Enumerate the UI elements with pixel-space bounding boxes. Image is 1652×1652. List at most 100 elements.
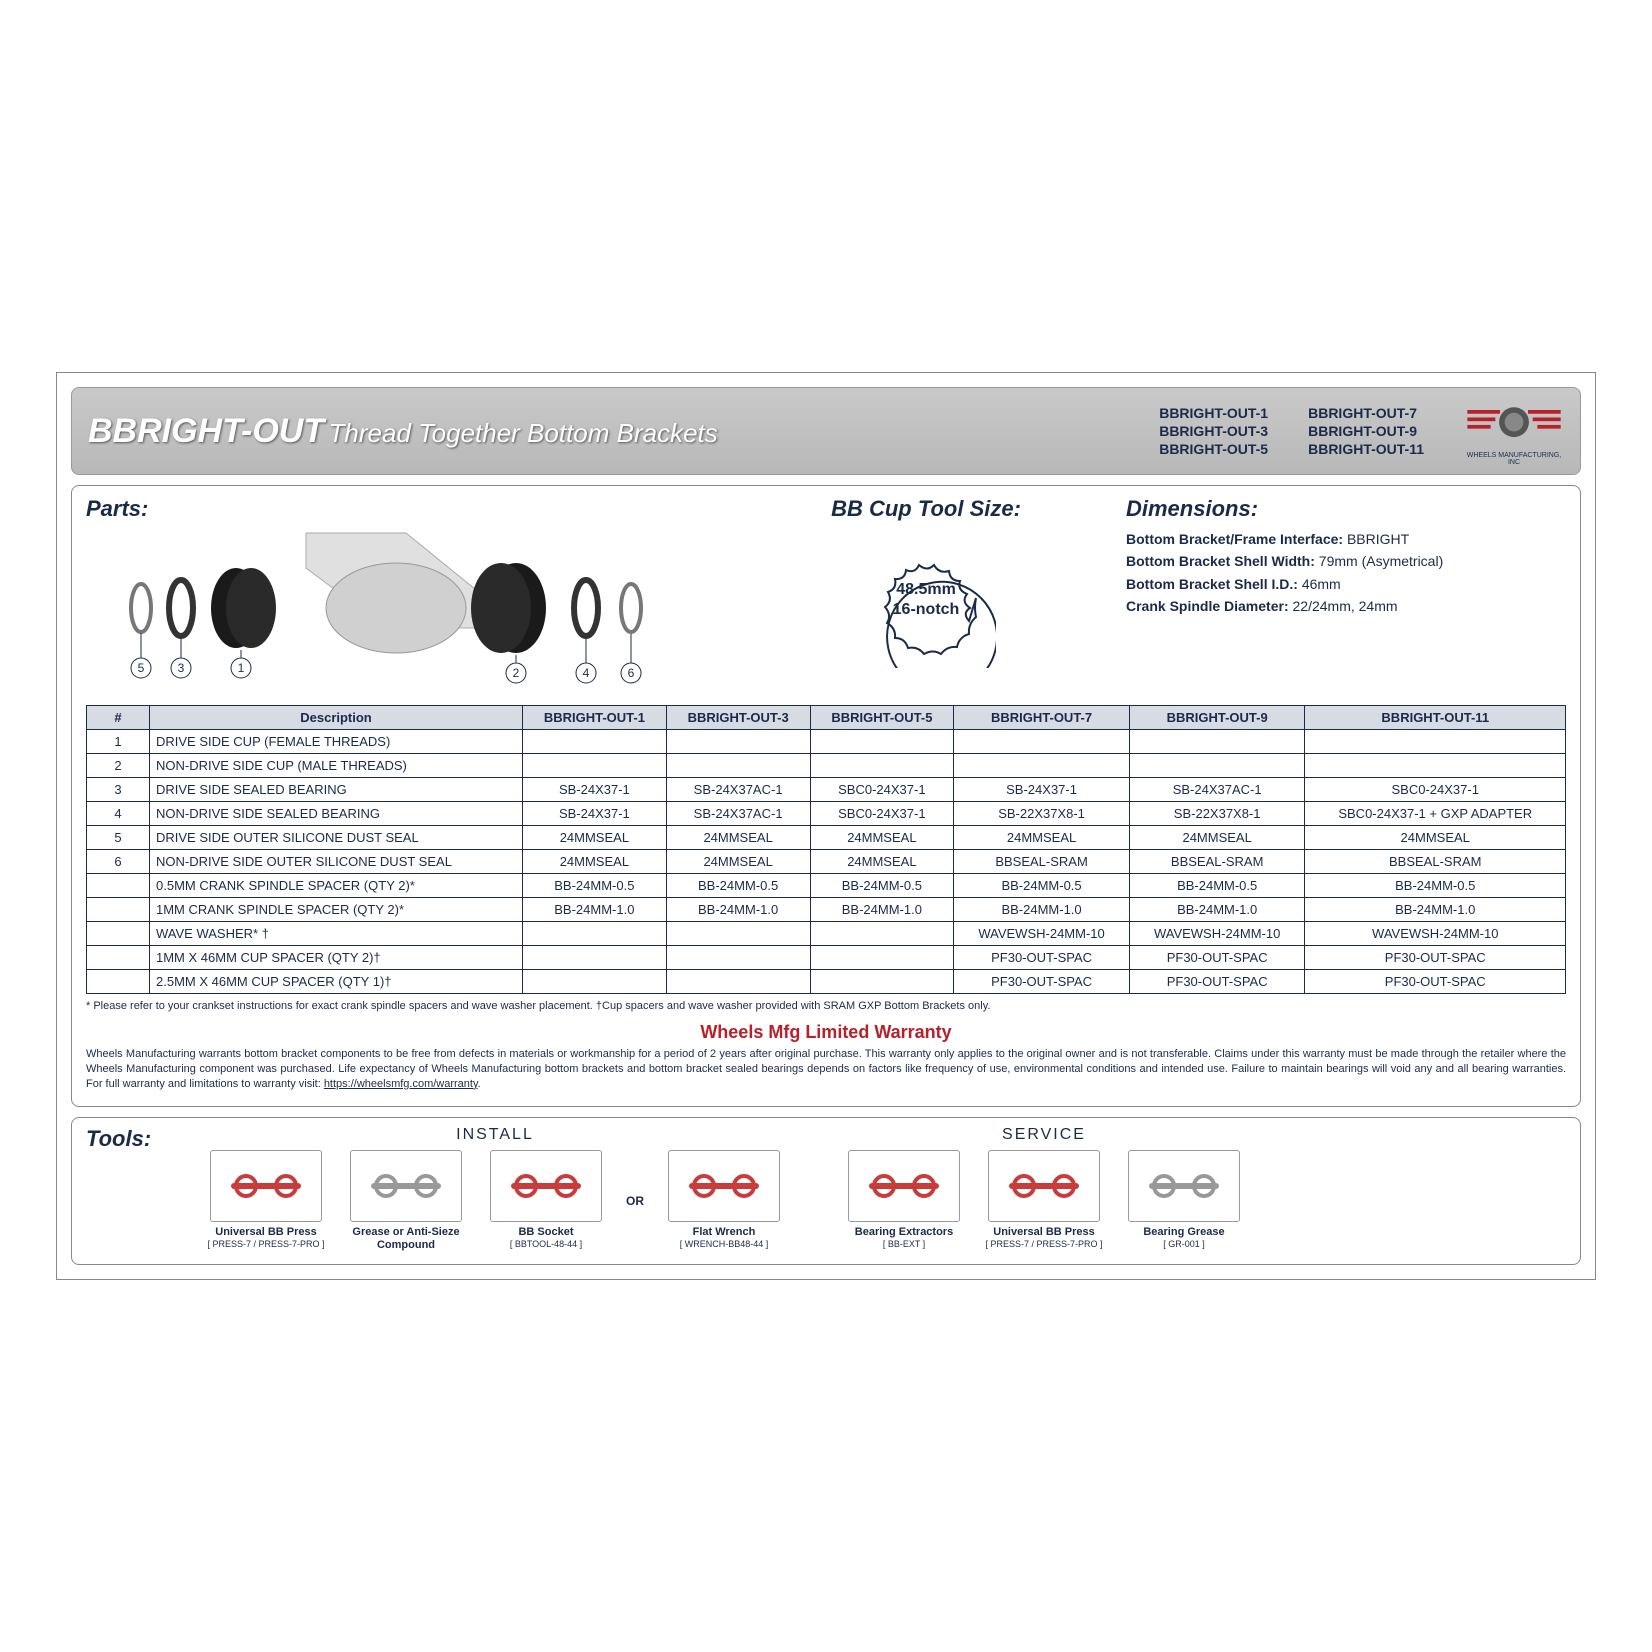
cell-value: SB-22X37X8-1: [954, 802, 1130, 826]
cell-num: 1: [87, 730, 150, 754]
cell-value: [523, 970, 667, 994]
table-row: 6NON-DRIVE SIDE OUTER SILICONE DUST SEAL…: [87, 850, 1566, 874]
tool-thumb: [668, 1150, 780, 1222]
dims-list: Bottom Bracket/Frame Interface: BBRIGHT …: [1126, 528, 1566, 618]
cell-value: [523, 754, 667, 778]
dim-label: Bottom Bracket Shell I.D.:: [1126, 576, 1298, 592]
cell-num: [87, 898, 150, 922]
sku: BBRIGHT-OUT-3: [1159, 423, 1268, 439]
tool-thumb: [490, 1150, 602, 1222]
tool-item: Flat Wrench[ WRENCH-BB48-44 ]: [664, 1150, 784, 1249]
col-sku: BBRIGHT-OUT-7: [954, 706, 1130, 730]
svg-text:6: 6: [628, 666, 635, 680]
cell-value: [1305, 754, 1566, 778]
svg-text:5: 5: [138, 661, 145, 675]
cell-value: SB-22X37X8-1: [1129, 802, 1305, 826]
cell-value: PF30-OUT-SPAC: [1129, 970, 1305, 994]
dim-value: BBRIGHT: [1347, 531, 1409, 547]
cell-value: BB-24MM-1.0: [1305, 898, 1566, 922]
tool-code: [ BB-EXT ]: [844, 1239, 964, 1249]
svg-text:4: 4: [583, 666, 590, 680]
info-row: Parts: 5: [86, 496, 1566, 693]
cell-value: SB-24X37-1: [954, 778, 1130, 802]
parts-column: Parts: 5: [86, 496, 726, 693]
cell-value: SB-24X37-1: [523, 802, 667, 826]
dim-value: 79mm (Asymetrical): [1319, 553, 1443, 569]
dim-label: Crank Spindle Diameter:: [1126, 598, 1289, 614]
cell-value: 24MMSEAL: [1129, 826, 1305, 850]
cell-value: BB-24MM-0.5: [954, 874, 1130, 898]
tool-code: [ BBTOOL-48-44 ]: [486, 1239, 606, 1249]
table-row: 5DRIVE SIDE OUTER SILICONE DUST SEAL24MM…: [87, 826, 1566, 850]
cell-value: [523, 730, 667, 754]
cell-value: BB-24MM-1.0: [1129, 898, 1305, 922]
cell-value: BB-24MM-0.5: [1305, 874, 1566, 898]
cell-value: SB-24X37AC-1: [666, 778, 810, 802]
logo-text: WHEELS MANUFACTURING, INC: [1464, 452, 1564, 466]
sku-list: BBRIGHT-OUT-1 BBRIGHT-OUT-7 BBRIGHT-OUT-…: [1159, 405, 1424, 457]
tool-heading: BB Cup Tool Size:: [831, 496, 1021, 522]
install-group: INSTALL Universal BB Press[ PRESS-7 / PR…: [206, 1126, 784, 1252]
cell-num: [87, 922, 150, 946]
service-group: SERVICE Bearing Extractors[ BB-EXT ]Univ…: [844, 1126, 1244, 1252]
cell-value: BBSEAL-SRAM: [1305, 850, 1566, 874]
cell-num: 6: [87, 850, 150, 874]
tool-name: Grease or Anti-Sieze Compound: [346, 1226, 466, 1252]
tool-item: BB Socket[ BBTOOL-48-44 ]: [486, 1150, 606, 1249]
wings-logo-icon: [1464, 396, 1564, 452]
cell-value: PF30-OUT-SPAC: [1305, 946, 1566, 970]
cell-desc: 2.5MM X 46MM CUP SPACER (QTY 1)†: [150, 970, 523, 994]
cell-value: [954, 730, 1130, 754]
dim-label: Bottom Bracket/Frame Interface:: [1126, 531, 1343, 547]
install-label: INSTALL: [206, 1126, 784, 1144]
cell-value: [1129, 754, 1305, 778]
cell-num: [87, 874, 150, 898]
warranty-suffix: .: [478, 1078, 481, 1090]
tool-item: Bearing Grease[ GR-001 ]: [1124, 1150, 1244, 1249]
cell-value: [1305, 730, 1566, 754]
cell-value: 24MMSEAL: [523, 826, 667, 850]
cell-desc: DRIVE SIDE SEALED BEARING: [150, 778, 523, 802]
cell-value: [666, 754, 810, 778]
tool-code: [ GR-001 ]: [1124, 1239, 1244, 1249]
tool-item: Universal BB Press[ PRESS-7 / PRESS-7-PR…: [206, 1150, 326, 1249]
dims-heading: Dimensions:: [1126, 496, 1566, 522]
cell-value: BB-24MM-0.5: [666, 874, 810, 898]
cell-value: SBC0-24X37-1: [810, 802, 954, 826]
tools-box: Tools: INSTALL Universal BB Press[ PRESS…: [71, 1117, 1581, 1265]
cell-value: 24MMSEAL: [666, 826, 810, 850]
sku: BBRIGHT-OUT-11: [1308, 441, 1424, 457]
content-box: Parts: 5: [71, 485, 1581, 1107]
cell-num: [87, 946, 150, 970]
svg-text:1: 1: [238, 661, 245, 675]
warranty-title: Wheels Mfg Limited Warranty: [86, 1022, 1566, 1043]
table-head: # Description BBRIGHT-OUT-1 BBRIGHT-OUT-…: [87, 706, 1566, 730]
parts-heading: Parts:: [86, 496, 726, 522]
tool-column: BB Cup Tool Size: 48.5mm 16-notch: [746, 496, 1106, 693]
cell-num: [87, 970, 150, 994]
tools-heading: Tools:: [86, 1126, 176, 1152]
cell-value: WAVEWSH-24MM-10: [1129, 922, 1305, 946]
cell-value: [810, 970, 954, 994]
cell-value: WAVEWSH-24MM-10: [954, 922, 1130, 946]
table-row: WAVE WASHER* †WAVEWSH-24MM-10WAVEWSH-24M…: [87, 922, 1566, 946]
tools-groups: INSTALL Universal BB Press[ PRESS-7 / PR…: [206, 1126, 1566, 1252]
cell-desc: NON-DRIVE SIDE SEALED BEARING: [150, 802, 523, 826]
tools-label-col: Tools:: [86, 1126, 176, 1252]
sku: BBRIGHT-OUT-5: [1159, 441, 1268, 457]
cell-num: 5: [87, 826, 150, 850]
table-row: 1DRIVE SIDE CUP (FEMALE THREADS): [87, 730, 1566, 754]
col-num: #: [87, 706, 150, 730]
title-main: BBRIGHT-OUT: [88, 412, 324, 450]
cell-value: BB-24MM-1.0: [954, 898, 1130, 922]
cell-value: BB-24MM-1.0: [523, 898, 667, 922]
service-label: SERVICE: [844, 1126, 1244, 1144]
cell-value: WAVEWSH-24MM-10: [1305, 922, 1566, 946]
warranty-link[interactable]: https://wheelsmfg.com/warranty: [324, 1078, 478, 1090]
cell-value: PF30-OUT-SPAC: [954, 970, 1130, 994]
parts-table: # Description BBRIGHT-OUT-1 BBRIGHT-OUT-…: [86, 705, 1566, 994]
cell-value: [666, 970, 810, 994]
footnote: * Please refer to your crankset instruct…: [86, 1000, 1566, 1012]
tool-item: Grease or Anti-Sieze Compound: [346, 1150, 466, 1252]
cell-value: [666, 730, 810, 754]
